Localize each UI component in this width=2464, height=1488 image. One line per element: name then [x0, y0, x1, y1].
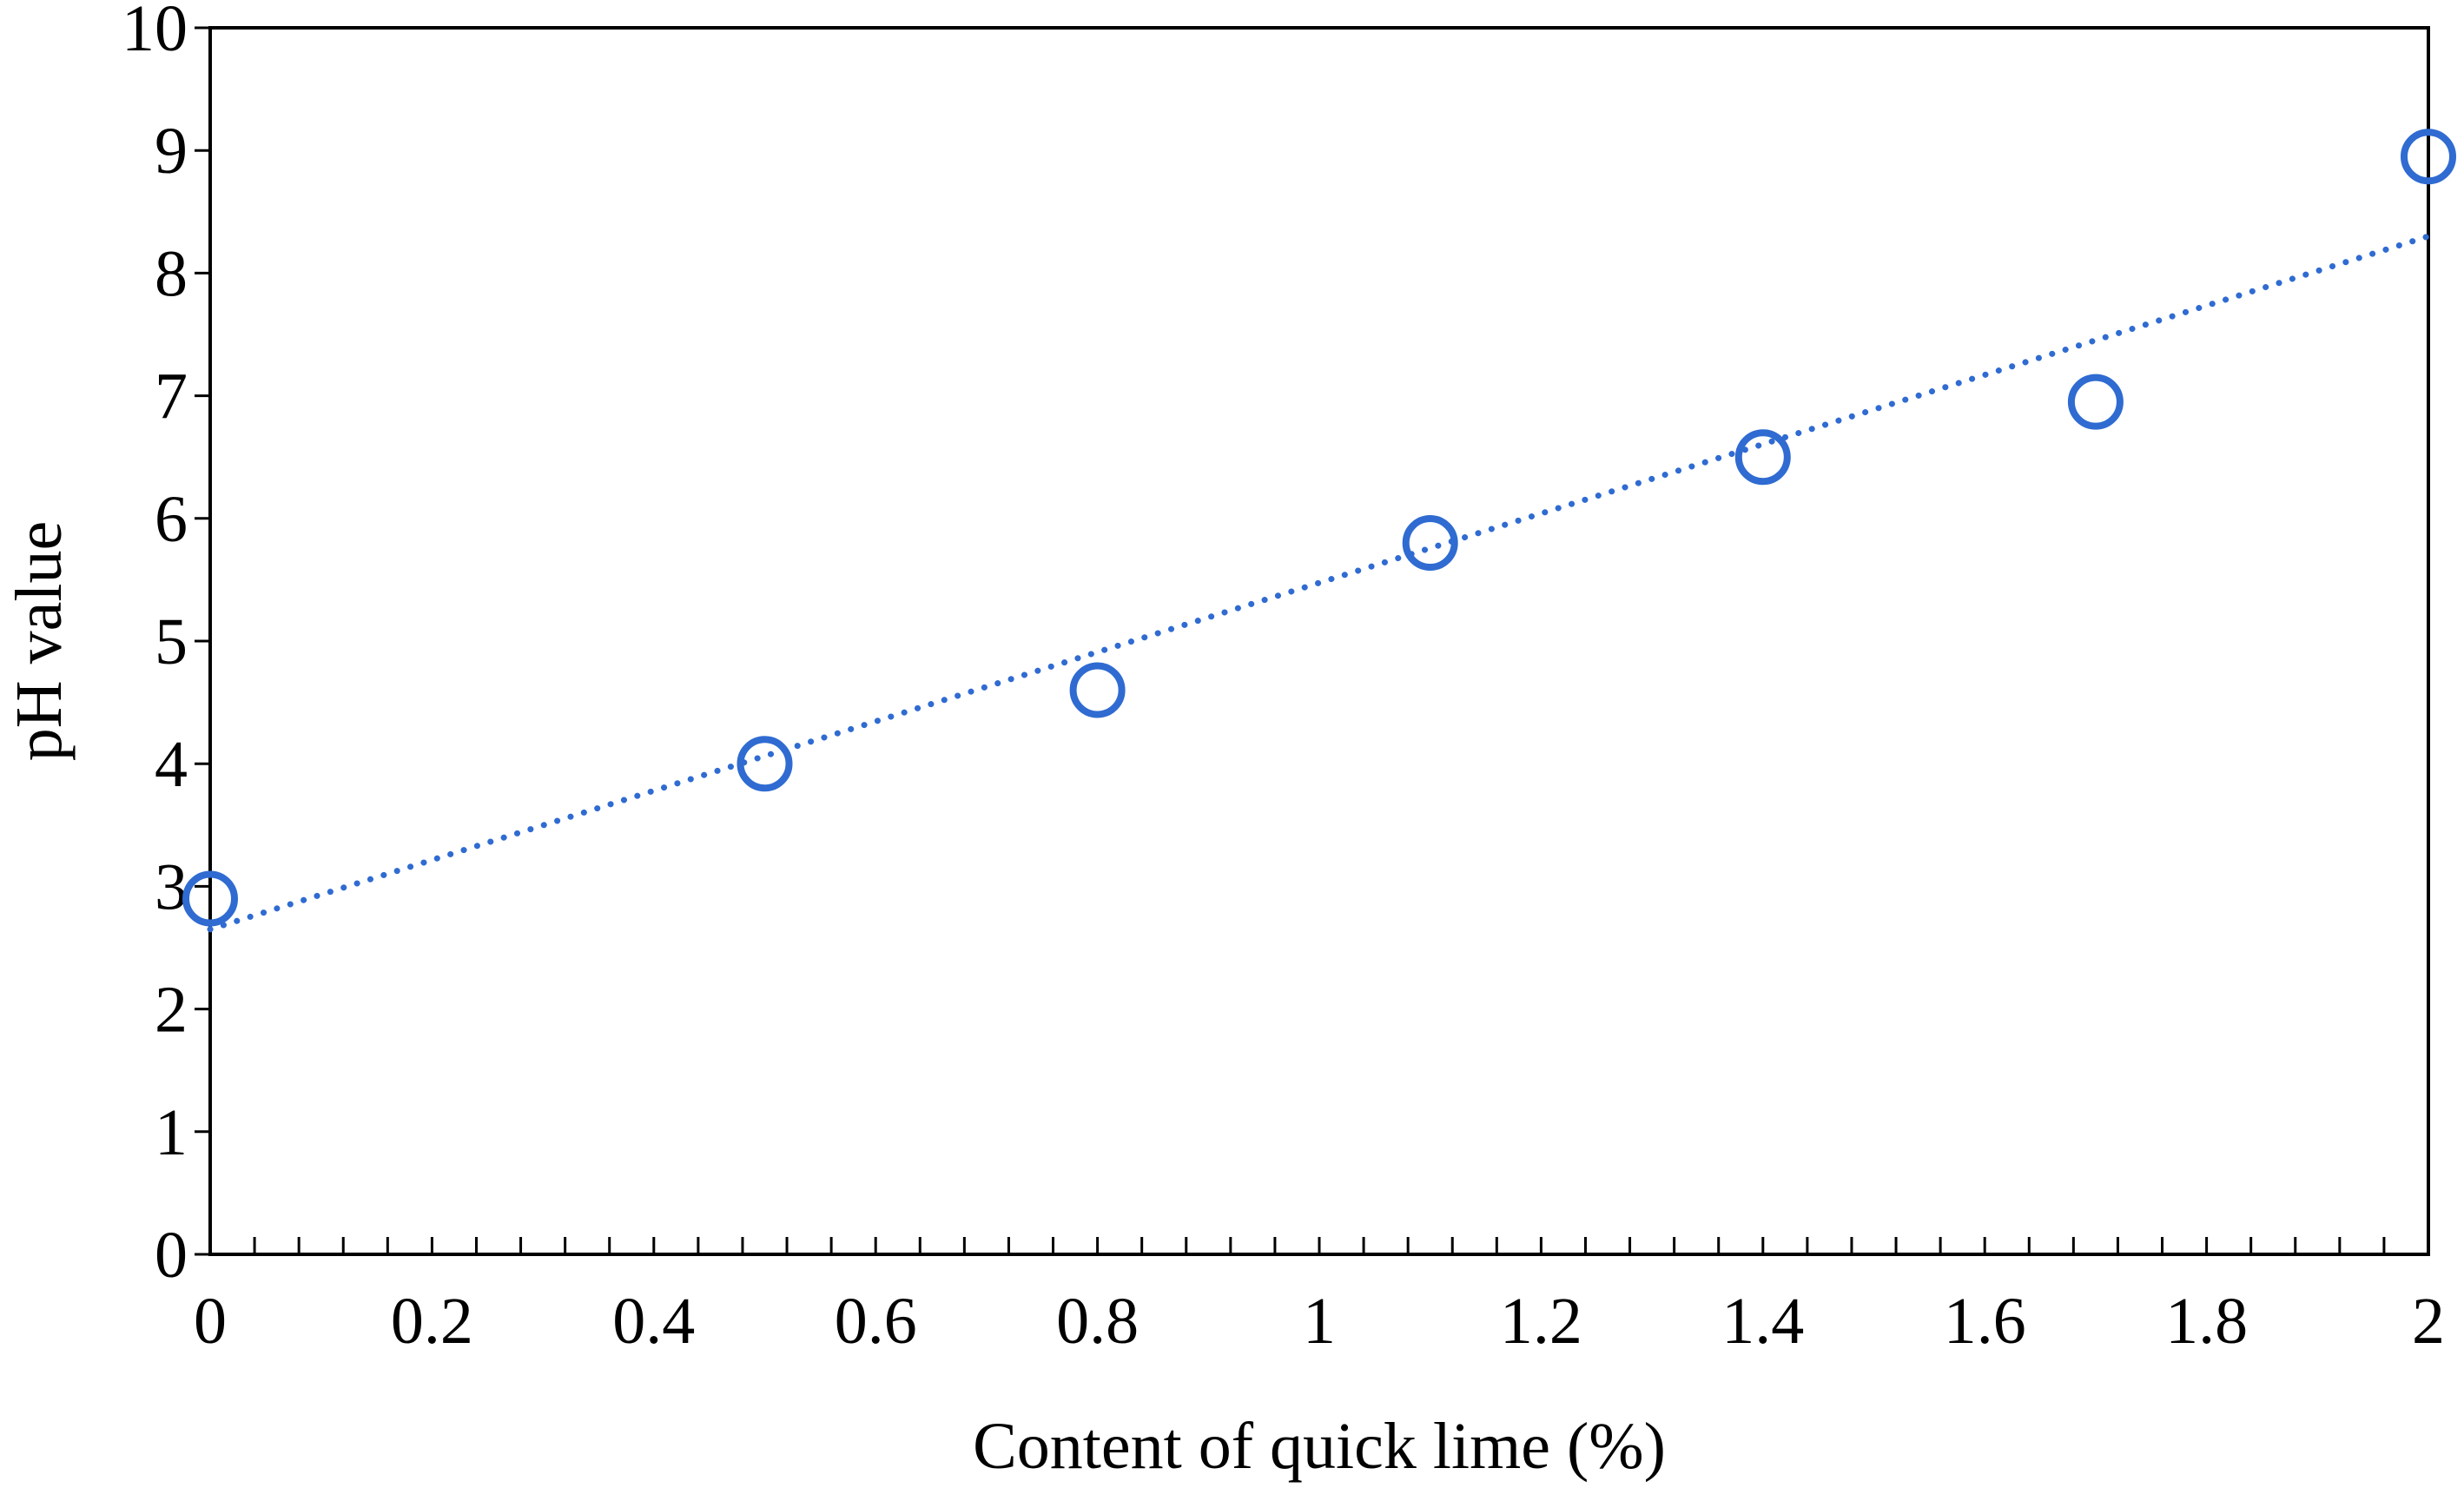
y-tick-label: 9: [155, 115, 188, 188]
y-tick-label: 7: [155, 360, 188, 433]
y-tick-labels: 0 1 2 3 4 5 6 7 8 9 10: [122, 0, 188, 1292]
x-tick-label: 1: [1303, 1285, 1336, 1358]
x-tick-label: 1.8: [2165, 1285, 2248, 1358]
x-tick-labels: 0 0.2 0.4 0.6 0.8 1 1.2 1.4 1.6 1.8 2: [194, 1285, 2445, 1358]
y-tick-label: 3: [155, 850, 188, 923]
data-point: [1402, 515, 1458, 572]
plot-area: [208, 26, 2430, 1256]
data-point: [737, 736, 793, 792]
trendline: [207, 233, 2432, 933]
x-tick-label: 0.2: [391, 1285, 473, 1358]
plot-frame-border: [208, 26, 2430, 1256]
y-tick-label: 2: [155, 974, 188, 1047]
x-minor-ticks: [253, 1237, 2386, 1254]
x-tick-label: 1.6: [1944, 1285, 2026, 1358]
data-point: [1734, 429, 1791, 486]
y-tick-label: 10: [122, 0, 188, 65]
y-tick-label: 4: [155, 728, 188, 801]
y-axis-title: pH value: [3, 521, 76, 761]
y-tick-label: 1: [155, 1096, 188, 1169]
data-point: [1069, 662, 1126, 718]
data-point: [182, 870, 238, 927]
x-tick-label: 0: [194, 1285, 227, 1358]
x-tick-label: 1.4: [1721, 1285, 1804, 1358]
y-tick-label: 5: [155, 605, 188, 678]
y-tick-label: 6: [155, 483, 188, 556]
y-major-ticks: [195, 26, 210, 1256]
x-tick-label: 0.4: [612, 1285, 695, 1358]
x-tick-label: 2: [2412, 1285, 2445, 1358]
x-tick-label: 0.8: [1056, 1285, 1139, 1358]
data-point: [2067, 374, 2124, 430]
x-axis-title: Content of quick lime (%): [973, 1410, 1666, 1483]
x-tick-label: 1.2: [1500, 1285, 1582, 1358]
y-tick-label: 8: [155, 237, 188, 310]
trendline-group: [207, 233, 2432, 933]
y-tick-label: 0: [155, 1219, 188, 1292]
x-tick-label: 0.6: [835, 1285, 917, 1358]
data-points: [182, 129, 2456, 927]
data-point: [2401, 129, 2456, 185]
